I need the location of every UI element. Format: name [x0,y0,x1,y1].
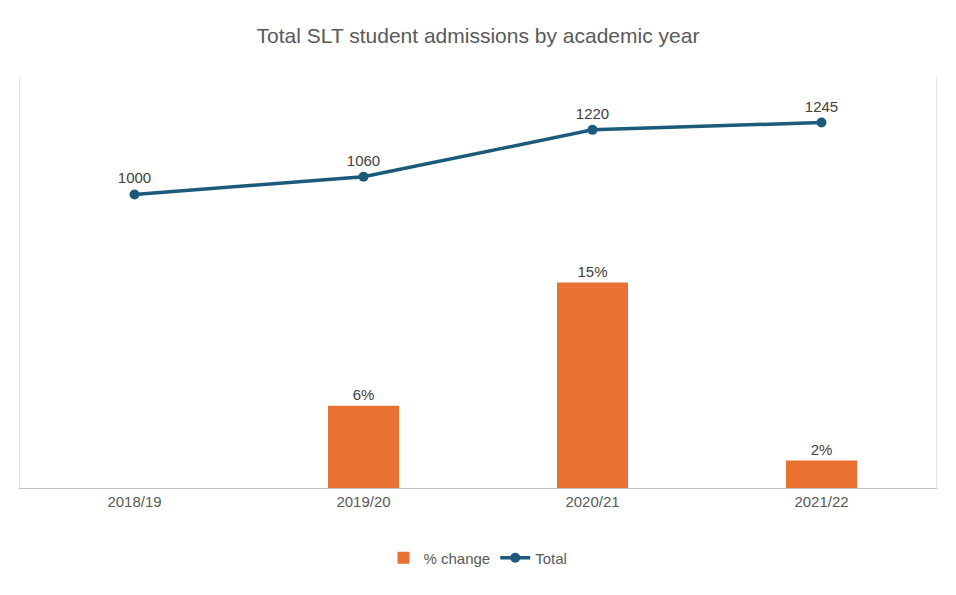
svg-text:2%: 2% [811,441,833,458]
svg-text:1060: 1060 [347,152,380,169]
svg-text:2018/19: 2018/19 [107,493,161,510]
svg-text:2021/22: 2021/22 [794,493,848,510]
svg-text:% change: % change [424,550,491,567]
svg-text:2020/21: 2020/21 [565,493,619,510]
svg-text:Total SLT student admissions b: Total SLT student admissions by academic… [257,24,700,47]
svg-text:1245: 1245 [805,98,838,115]
svg-text:2019/20: 2019/20 [336,493,390,510]
svg-text:6%: 6% [353,386,375,403]
svg-text:1000: 1000 [118,169,151,186]
svg-text:15%: 15% [577,263,607,280]
svg-text:1220: 1220 [576,105,609,122]
svg-text:Total: Total [535,550,567,567]
